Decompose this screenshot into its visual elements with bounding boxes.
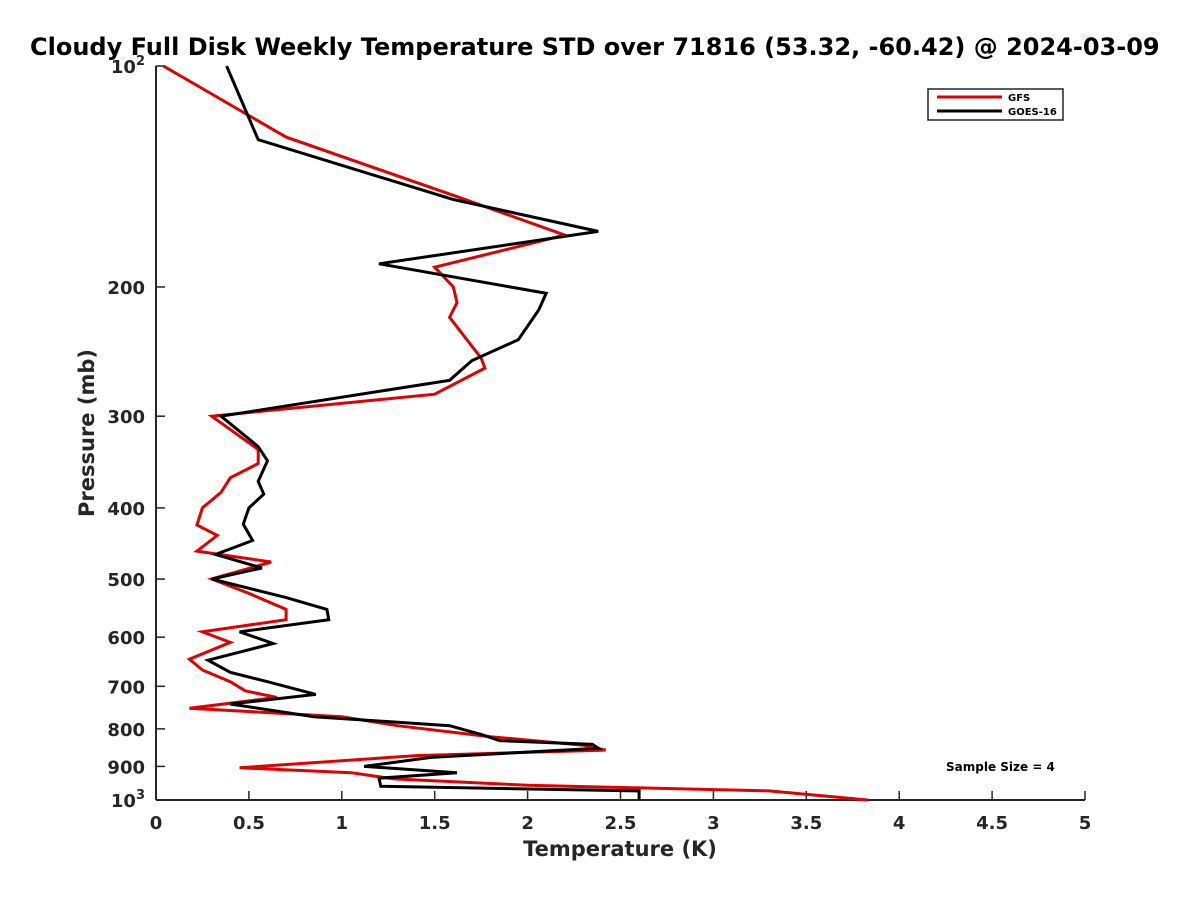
x-tick-label: 4.5 — [976, 813, 1008, 834]
y-tick-label: 600 — [107, 628, 145, 649]
series-layer — [162, 64, 868, 802]
x-tick-label: 0 — [150, 813, 163, 834]
y-axis-label: Pressure (mb) — [75, 349, 99, 517]
x-tick-label: 3 — [707, 813, 720, 834]
y-axis: 102 200 300 400 500 600 700 800 900 103 — [107, 54, 165, 812]
y-tick-label: 300 — [107, 407, 145, 428]
x-axis-label: Temperature (K) — [523, 837, 717, 861]
y-tick-group: 102 200 300 400 500 600 700 800 900 103 — [107, 54, 165, 812]
y-tick-label: 400 — [107, 499, 145, 520]
series-line-gfs — [162, 64, 868, 802]
x-tick-label: 1.5 — [419, 813, 451, 834]
x-tick-label: 5 — [1079, 813, 1092, 834]
x-tick-label: 2 — [521, 813, 534, 834]
x-tick-group: 0 0.5 1 1.5 2 2.5 3 3.5 4 4.5 5 — [150, 791, 1092, 834]
legend-label-gfs: GFS — [1008, 93, 1030, 104]
y-tick-label: 800 — [107, 720, 145, 741]
y-tick-label: 200 — [107, 278, 145, 299]
x-tick-label: 4 — [893, 813, 906, 834]
x-tick-label: 1 — [336, 813, 349, 834]
x-tick-label: 0.5 — [233, 813, 265, 834]
series-line-goes-16 — [203, 65, 641, 800]
y-tick-label: 900 — [107, 757, 145, 778]
y-tick-label: 102 — [111, 54, 145, 78]
x-tick-label: 2.5 — [605, 813, 637, 834]
chart-title: Cloudy Full Disk Weekly Temperature STD … — [30, 33, 1160, 61]
legend-box — [927, 88, 1064, 121]
y-tick-label: 500 — [107, 570, 145, 591]
y-tick-label: 700 — [107, 677, 145, 698]
legend: GFS GOES-16 — [927, 88, 1064, 121]
x-tick-label: 3.5 — [790, 813, 822, 834]
sample-size-annotation: Sample Size = 4 — [946, 760, 1055, 774]
x-axis: 0 0.5 1 1.5 2 2.5 3 3.5 4 4.5 5 — [150, 791, 1092, 834]
legend-label-goes-16: GOES-16 — [1008, 107, 1057, 118]
y-tick-label: 103 — [111, 788, 145, 812]
